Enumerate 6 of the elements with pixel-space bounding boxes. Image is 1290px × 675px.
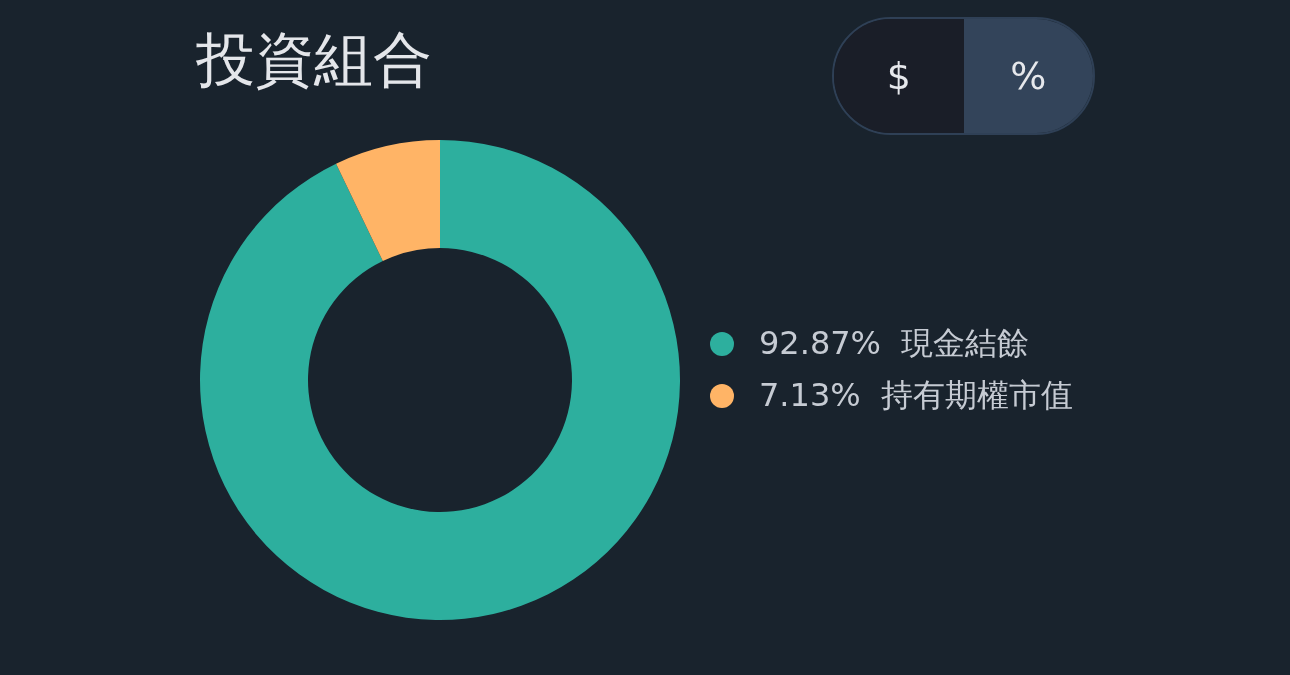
donut-slice (336, 140, 440, 262)
chart-title: 投資組合 (196, 24, 432, 96)
legend-label: 7.13% 持有期權市值 (759, 375, 1073, 416)
currency-percent-toggle: $ % (832, 17, 1095, 135)
donut-slice (200, 140, 680, 620)
legend-label: 92.87% 現金結餘 (759, 323, 1030, 364)
